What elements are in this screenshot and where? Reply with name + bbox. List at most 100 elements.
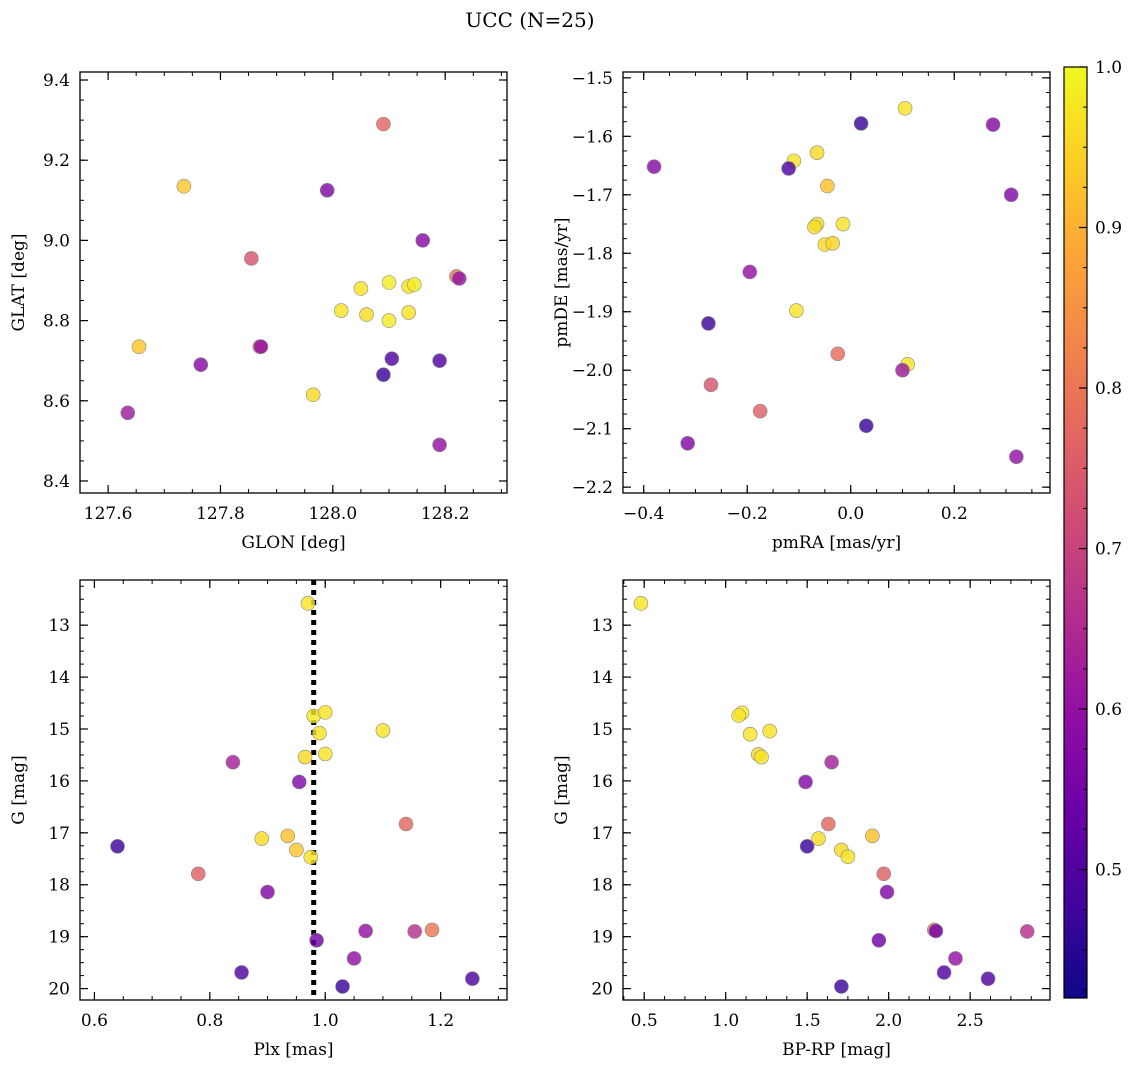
colorbar-tick-label: 1.0 <box>1095 58 1122 78</box>
x-tick-label: 0.8 <box>196 1011 223 1031</box>
colorbar-gradient <box>1063 66 1088 999</box>
data-point <box>834 979 849 994</box>
data-point <box>381 275 397 290</box>
data-point <box>980 971 996 987</box>
x-tick-label: −0.2 <box>727 504 768 524</box>
data-point <box>358 923 373 939</box>
data-point <box>752 403 768 419</box>
minor-ticks <box>79 72 507 493</box>
data-point <box>633 596 649 611</box>
data-point <box>381 313 397 328</box>
y-tick-label: 20 <box>48 980 70 1000</box>
data-point <box>225 754 241 770</box>
data-point <box>865 828 880 844</box>
data-point <box>840 849 856 865</box>
data-point <box>853 116 869 131</box>
y-tick-label: 18 <box>591 876 613 896</box>
y-tick-label: 16 <box>591 772 613 792</box>
data-point <box>789 303 804 318</box>
data-point <box>820 178 835 194</box>
data-point <box>376 116 391 132</box>
data-point <box>424 922 440 938</box>
data-point <box>346 951 362 966</box>
y-tick-label: 15 <box>591 720 613 740</box>
y-tick-label: 18 <box>48 876 70 896</box>
y-tick-label: 19 <box>591 928 613 948</box>
x-tick-label: 1.5 <box>794 1011 821 1031</box>
panel-3: 0.6 0.8 1.0 1.2 13 14 15 16 17 18 19 20 Plx [mas] G [… <box>9 579 508 1060</box>
data-point <box>193 357 209 372</box>
y-tick-label: 9.4 <box>43 71 70 91</box>
data-point <box>680 435 695 451</box>
axes-frame <box>79 579 508 1001</box>
data-point <box>858 418 874 434</box>
data-point <box>244 251 259 266</box>
colorbar-tick-label: 0.8 <box>1095 379 1122 399</box>
x-tick-label: 1.0 <box>712 1011 739 1031</box>
y-tick-label: 16 <box>48 772 70 792</box>
data-point <box>234 965 249 980</box>
data-point <box>297 749 313 765</box>
data-point <box>821 816 836 832</box>
data-point <box>646 159 662 175</box>
data-point <box>451 271 467 286</box>
panel-2: −0.4 −0.2 0.0 0.2 −2.2 −2.1 −2.0 −1.9 −1.8 −1.7 −1… <box>552 69 1051 553</box>
minor-ticks <box>623 72 1050 493</box>
y-tick-label: −2.2 <box>572 478 613 498</box>
data-point <box>731 708 747 723</box>
data-point <box>407 924 422 939</box>
data-point <box>289 842 304 858</box>
y-tick-label: 8.4 <box>43 472 70 492</box>
x-tick-label: 2.0 <box>875 1011 902 1031</box>
panel-1: 127.6 127.8 128.0 128.2 8.4 8.6 8.8 9.0 9.2 9.4 GL… <box>9 71 508 553</box>
data-point <box>465 971 480 987</box>
data-point <box>260 884 275 900</box>
data-point <box>317 746 333 762</box>
x-axis-label: pmRA [mas/yr] <box>772 533 901 553</box>
data-point <box>415 233 431 248</box>
data-point <box>742 726 758 742</box>
x-axis-label: Plx [mas] <box>253 1040 333 1060</box>
y-tick-label: −1.8 <box>572 244 613 264</box>
data-point <box>762 723 777 739</box>
data-point <box>353 281 369 296</box>
minor-ticks <box>80 580 507 1000</box>
data-point <box>359 307 374 322</box>
data-point <box>701 316 716 331</box>
data-point <box>811 831 826 846</box>
colorbar-tick-label: 0.5 <box>1095 861 1122 881</box>
data-point <box>798 774 813 790</box>
data-point <box>1009 449 1024 465</box>
data-point <box>807 219 822 235</box>
data-point <box>897 100 913 116</box>
x-tick-label: 127.6 <box>84 504 133 524</box>
data-point <box>319 182 335 198</box>
data-point <box>176 178 192 194</box>
y-tick-label: −2.0 <box>572 361 613 381</box>
colorbar-tick-label: 0.9 <box>1095 219 1122 239</box>
data-point <box>876 866 892 882</box>
data-point <box>830 346 846 362</box>
y-tick-label: 15 <box>48 720 70 740</box>
data-point <box>879 884 895 900</box>
x-tick-label: 0.6 <box>81 1011 108 1031</box>
data-point <box>895 362 910 378</box>
data-point <box>190 866 206 882</box>
x-axis-label: BP-RP [mag] <box>782 1040 891 1060</box>
data-point <box>305 387 321 403</box>
y-tick-label: 14 <box>591 668 613 688</box>
data-point <box>335 979 350 994</box>
y-axis-label: pmDE [mas/yr] <box>552 217 572 347</box>
data-point <box>781 161 796 176</box>
axes-frame <box>622 579 1051 1001</box>
x-tick-label: −0.4 <box>623 504 664 524</box>
data-point <box>401 305 416 320</box>
data-point <box>835 216 851 232</box>
y-axis-label: GLAT [deg] <box>9 233 29 331</box>
x-tick-label: 1.2 <box>427 1011 454 1031</box>
y-axis-label: G [mag] <box>9 755 29 824</box>
y-tick-label: 8.8 <box>43 312 70 332</box>
data-point <box>280 828 296 844</box>
data-point <box>824 754 839 770</box>
